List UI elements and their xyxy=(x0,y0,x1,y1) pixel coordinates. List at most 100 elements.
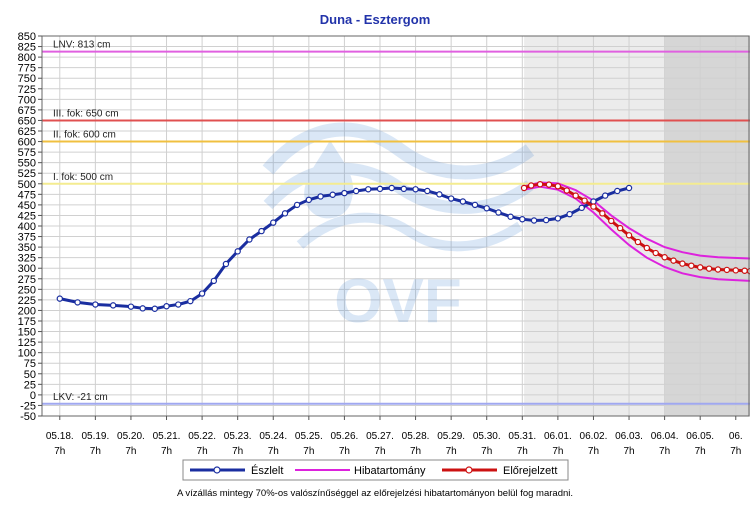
observed-point xyxy=(109,302,117,309)
y-tick-label: 725 xyxy=(18,84,36,96)
forecast-point xyxy=(581,197,588,204)
forecast-point xyxy=(545,181,553,188)
x-tick-label-date: 05.25. xyxy=(295,431,323,442)
y-tick-label: 750 xyxy=(18,73,36,85)
x-tick-label-date: 05.31. xyxy=(508,431,536,442)
forecast-point xyxy=(625,232,633,239)
x-tick-label-hour: 7h xyxy=(446,446,457,457)
forecast-point xyxy=(741,267,748,274)
x-tick-label-hour: 7h xyxy=(197,446,208,457)
ovf-logo: OVF xyxy=(262,122,535,336)
x-tick-label-hour: 7h xyxy=(517,446,528,457)
y-tick-label: 700 xyxy=(18,94,36,106)
observed-point xyxy=(365,186,372,193)
x-tick-label-hour: 7h xyxy=(54,446,65,457)
x-tick-label-hour: 7h xyxy=(481,446,492,457)
y-tick-label: 575 xyxy=(18,147,36,159)
y-tick-label: 425 xyxy=(18,210,36,222)
y-tick-label: 125 xyxy=(18,337,36,349)
x-tick-label-hour: 7h xyxy=(695,446,706,457)
legend-forecast-label: Előrejelzett xyxy=(503,465,557,477)
x-tick-label-date: 06.04. xyxy=(651,431,679,442)
y-tick-label: 75 xyxy=(24,358,36,370)
observed-point xyxy=(483,205,490,212)
y-tick-label: 525 xyxy=(18,168,36,180)
threshold-label: LKV: -21 cm xyxy=(53,392,108,403)
forecast-point xyxy=(616,224,624,232)
observed-point xyxy=(151,305,158,312)
forecast-point xyxy=(520,184,528,192)
observed-point xyxy=(305,196,313,204)
observed-point xyxy=(270,219,277,226)
observed-point xyxy=(590,198,597,205)
observed-point xyxy=(376,185,384,193)
y-tick-label: 275 xyxy=(18,274,36,286)
x-tick-label-date: 05.28. xyxy=(402,431,430,442)
observed-point xyxy=(459,198,467,205)
forecast-point xyxy=(705,265,713,272)
legend-observed-label: Észlelt xyxy=(251,464,283,477)
x-tick-label-hour: 7h xyxy=(161,446,172,457)
error-band-lower xyxy=(523,185,750,282)
forecast-point xyxy=(670,257,677,264)
forecast-point xyxy=(696,264,704,271)
forecast-point xyxy=(572,192,579,199)
forecast-point xyxy=(608,217,615,225)
x-tick-label-date: 05.22. xyxy=(188,431,216,442)
x-tick-label-date: 05.19. xyxy=(81,431,109,442)
forecast-point xyxy=(679,260,686,267)
observed-point xyxy=(198,290,206,297)
x-tick-label-hour: 7h xyxy=(623,446,634,457)
y-axis: -50-250255075100125150175200225250275300… xyxy=(18,31,42,423)
y-tick-label: 550 xyxy=(18,158,36,170)
x-axis: 05.18. 7h 05.19. 7h 05.20. 7h 05.21. 7h 05.22. 7h… xyxy=(46,416,743,457)
x-tick-label-date: 05.26. xyxy=(331,431,359,442)
x-tick-label-date: 05.29. xyxy=(437,431,465,442)
observed-point xyxy=(92,301,99,308)
x-tick-label-date: 05.21. xyxy=(153,431,181,442)
forecast-point xyxy=(563,187,570,194)
observed-point xyxy=(542,216,550,224)
forecast-point xyxy=(688,262,695,269)
legend-box xyxy=(182,459,569,481)
x-tick-label-hour: 7h xyxy=(552,446,563,457)
x-tick-label-date: 05.27. xyxy=(366,431,394,442)
forecast-point xyxy=(661,254,668,261)
forecast-point xyxy=(723,266,731,274)
observed-point xyxy=(222,260,230,268)
legend: Észlelt Hibatartomány Előrejelzett xyxy=(182,459,569,481)
logo-wave-3 xyxy=(296,212,523,252)
observed-point xyxy=(258,227,265,235)
y-tick-label: 325 xyxy=(18,253,36,265)
observed-point xyxy=(519,216,526,223)
y-tick-label: 625 xyxy=(18,126,36,138)
observed-point xyxy=(447,195,455,202)
observed-point xyxy=(74,299,81,306)
y-tick-label: 50 xyxy=(24,369,36,381)
observed-point xyxy=(246,236,253,243)
forecast-point xyxy=(652,249,659,257)
y-tick-label: 800 xyxy=(18,52,36,64)
y-tick-label: 675 xyxy=(18,105,36,117)
y-tick-label: 600 xyxy=(18,137,36,149)
y-tick-label: 650 xyxy=(18,115,36,127)
y-tick-label: 250 xyxy=(18,284,36,296)
x-tick-label-hour: 7h xyxy=(374,446,385,457)
x-tick-label-hour: 7h xyxy=(232,446,243,457)
observed-point xyxy=(187,297,194,305)
threshold-label: II. fok: 600 cm xyxy=(53,130,116,141)
forecast-point xyxy=(634,238,642,246)
forecast-point xyxy=(527,182,535,189)
observed-point xyxy=(139,305,146,312)
observed-point xyxy=(210,277,218,285)
forecast-point xyxy=(554,183,562,190)
y-tick-label: 850 xyxy=(18,31,36,43)
forecast-point xyxy=(714,266,722,273)
forecast-point xyxy=(536,180,544,188)
y-tick-label: 475 xyxy=(18,189,36,201)
x-tick-label-date: 05.18. xyxy=(46,431,74,442)
footnote: A vízállás mintegy 70%-os valószínűségge… xyxy=(177,488,573,499)
forecast-point xyxy=(599,210,606,217)
